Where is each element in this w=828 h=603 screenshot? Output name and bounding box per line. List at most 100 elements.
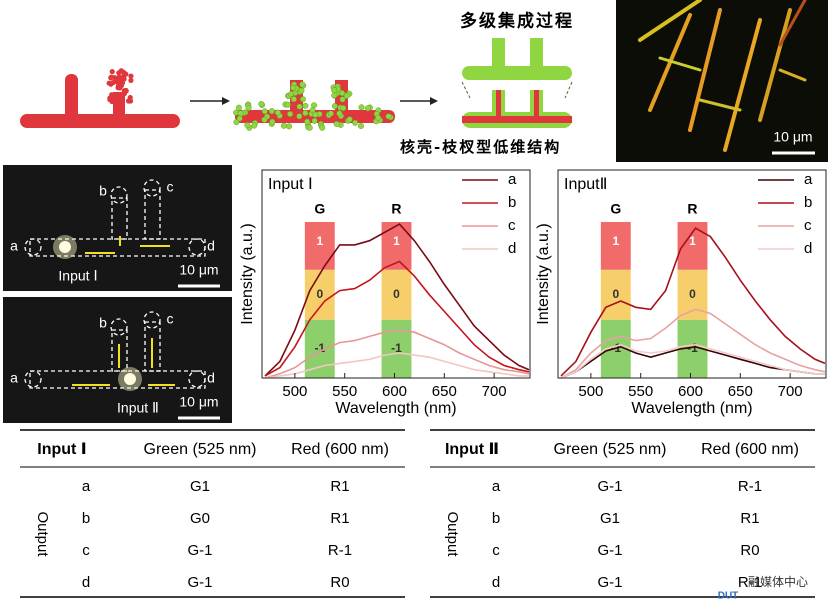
wire	[688, 8, 722, 132]
particle	[358, 104, 365, 111]
wires	[638, 0, 807, 152]
table-cell: d	[82, 574, 90, 591]
particle	[110, 79, 116, 86]
particle	[346, 116, 353, 123]
particle	[280, 122, 287, 129]
particle	[302, 102, 309, 109]
port-circle	[24, 238, 42, 256]
spectrum-line	[264, 329, 530, 379]
table-header: Input Ⅱ	[445, 441, 499, 458]
level-label: 1	[316, 234, 323, 248]
level-label: 1	[612, 234, 619, 248]
particle	[357, 122, 364, 129]
particle	[336, 110, 343, 117]
port-circle	[110, 186, 128, 204]
particle	[375, 114, 382, 121]
table-cell: c	[492, 542, 500, 559]
table-cell: G-1	[597, 574, 622, 591]
wire	[698, 98, 742, 112]
particle	[364, 105, 371, 112]
row-group-label: Output	[444, 511, 461, 557]
level-cell	[600, 269, 631, 320]
band-label: G	[314, 201, 325, 217]
legend-label: c	[804, 217, 812, 234]
red-branch	[65, 74, 78, 120]
particle	[290, 96, 297, 103]
level-cell	[381, 222, 412, 270]
table-cell: G1	[190, 478, 210, 495]
arrow-head	[430, 97, 438, 105]
band-label: R	[687, 201, 697, 217]
table-cell: a	[82, 478, 91, 495]
spectrum-line	[560, 227, 826, 377]
particle	[127, 94, 133, 101]
level-cell	[381, 269, 412, 320]
table-cell: G-1	[187, 574, 212, 591]
table-cell: R1	[330, 510, 349, 527]
watermark: 融媒体中心	[748, 574, 808, 589]
wire	[638, 0, 702, 42]
particle	[128, 73, 134, 79]
particle	[121, 90, 128, 97]
table-cell: R-1	[738, 478, 762, 495]
particles	[233, 81, 394, 131]
level-label: 0	[612, 287, 619, 301]
table-cell: R-1	[328, 542, 352, 559]
arrow-head	[222, 97, 230, 105]
table-cell: b	[82, 510, 90, 527]
table-cell: G-1	[597, 542, 622, 559]
micrograph-background	[3, 297, 232, 423]
particle	[331, 87, 338, 94]
wire	[758, 8, 792, 122]
spectrum-line	[560, 343, 825, 379]
plot-frame	[557, 169, 827, 379]
port-label: d	[207, 238, 215, 254]
x-tick-label: 600	[382, 383, 407, 400]
table-cell: R1	[330, 478, 349, 495]
green-branch	[530, 38, 543, 68]
x-tick-label: 550	[332, 383, 357, 400]
particle	[261, 108, 268, 115]
particle	[299, 81, 306, 88]
particle	[115, 94, 122, 100]
particle	[251, 122, 258, 129]
particle	[106, 80, 112, 86]
particle	[128, 77, 134, 83]
table-cell: b	[492, 510, 500, 527]
micrograph-background	[3, 165, 232, 291]
particle	[333, 120, 340, 127]
wire	[778, 0, 807, 47]
red-rod	[20, 114, 180, 128]
spectrum-line	[264, 223, 530, 377]
process-title: 多级集成过程	[460, 11, 574, 32]
green-shell	[462, 66, 572, 80]
port-circle	[24, 370, 42, 388]
table-cell: G-1	[187, 542, 212, 559]
particle	[233, 119, 240, 126]
zoom-line	[461, 81, 471, 99]
x-tick-label: 600	[678, 383, 703, 400]
table-cell: R0	[330, 574, 349, 591]
structure-title: 核壳-枝杈型低维结构	[400, 138, 561, 156]
chart-title: InputⅡ	[564, 176, 607, 193]
port-circle	[143, 179, 161, 197]
port-circle	[110, 318, 128, 336]
level-label: -1	[314, 341, 325, 355]
level-label: 1	[689, 234, 696, 248]
particle	[111, 91, 118, 98]
branch-outline	[144, 189, 161, 240]
spectrum-line	[264, 352, 529, 379]
particle	[123, 71, 129, 77]
row-group-label: Output	[34, 511, 51, 557]
level-cell	[304, 222, 335, 270]
wire	[778, 68, 807, 82]
table-cell: R1	[740, 510, 759, 527]
input-spot	[124, 373, 136, 385]
port-label: a	[10, 370, 18, 386]
x-axis-label: Wavelength (nm)	[335, 400, 456, 417]
legend-label: a	[804, 171, 813, 188]
port-circle	[188, 238, 206, 256]
red-core	[534, 90, 539, 116]
legend-label: d	[508, 240, 516, 257]
x-tick-label: 650	[432, 383, 457, 400]
